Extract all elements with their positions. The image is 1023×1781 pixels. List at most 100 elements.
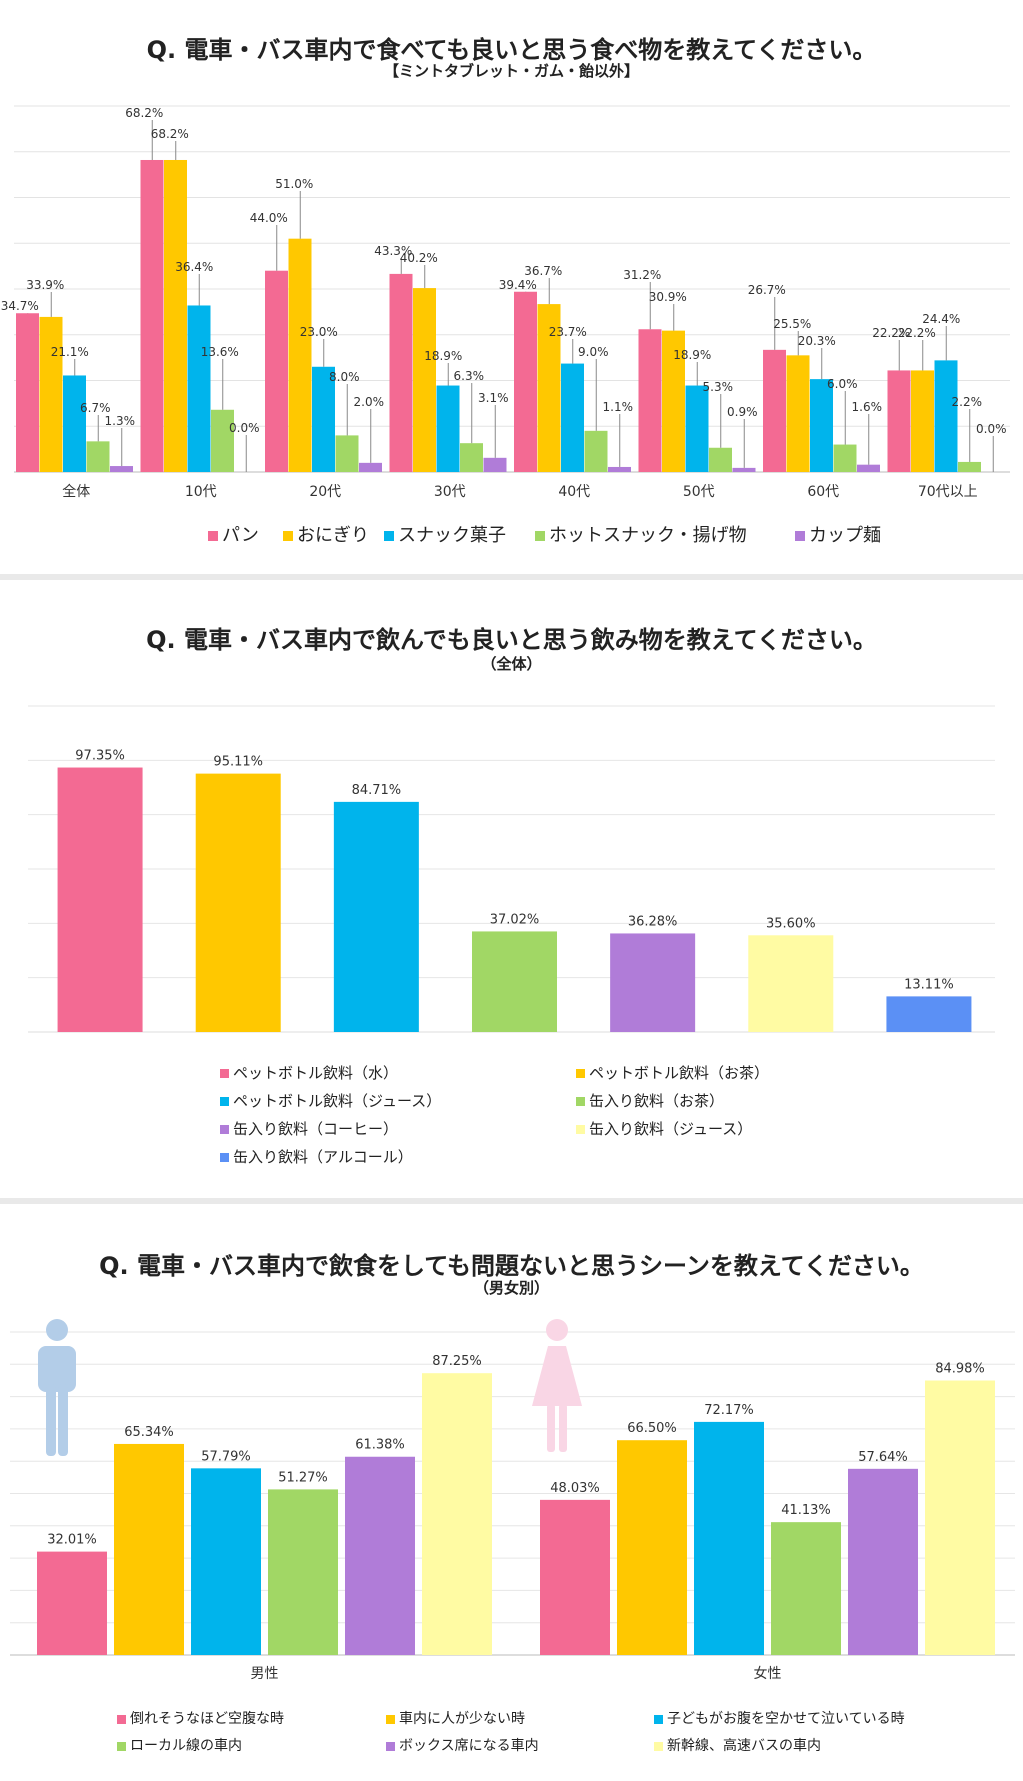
legend-swatch — [220, 1069, 229, 1078]
legend-label: ホットスナック・揚げ物 — [549, 525, 747, 546]
legend-item: ホットスナック・揚げ物 — [535, 521, 747, 547]
bar — [608, 466, 631, 472]
legend-swatch — [220, 1125, 229, 1134]
bar — [195, 773, 281, 1032]
data-label: 20.3% — [798, 334, 836, 348]
data-label: 41.13% — [781, 1503, 831, 1518]
bar — [537, 304, 561, 472]
data-label: 5.3% — [703, 380, 734, 394]
bar — [748, 935, 834, 1032]
legend-label: スナック菓子 — [398, 525, 506, 546]
data-label: 23.0% — [300, 325, 338, 339]
drink-chart-title: Q. 電車・バス車内で飲んでも良いと思う飲み物を教えてください。 — [146, 626, 877, 654]
bar — [848, 1468, 918, 1655]
legend-item: カップ麺 — [795, 521, 881, 547]
data-label: 51.0% — [275, 177, 313, 191]
drink-chart-panel: Q. 電車・バス車内で飲んでも良いと思う飲み物を教えてください。 （全体） 97… — [0, 580, 1023, 1198]
bar — [110, 466, 133, 472]
bar — [540, 1499, 610, 1655]
male-icon-head — [46, 1319, 68, 1341]
legend-label: 車内に人が少ない時 — [399, 1711, 525, 1727]
legend-swatch — [795, 531, 805, 541]
bar — [610, 933, 696, 1032]
legend-item: 缶入り飲料（ジュース） — [576, 1118, 752, 1139]
data-label: 9.0% — [578, 345, 609, 359]
scene-bar-chart: 32.01% 65.34% 57.79% 51.27% 61.38% 87.25% 男性 48… — [10, 1319, 1015, 1682]
x-tick-label: 男性 — [251, 1666, 279, 1682]
data-label: 68.2% — [151, 127, 189, 141]
x-tick-label: 20代 — [309, 484, 341, 500]
legend-swatch — [386, 1741, 395, 1751]
bar — [265, 270, 288, 472]
legend-item: 新幹線、高速バスの車内 — [654, 1735, 821, 1755]
legend-item: ペットボトル飲料（ジュース） — [220, 1090, 441, 1111]
legend-item: スナック菓子 — [384, 521, 506, 547]
x-tick-label: 全体 — [62, 483, 90, 500]
bar — [833, 444, 857, 472]
x-tick-label: 10代 — [185, 484, 217, 500]
bar — [685, 385, 709, 472]
data-label: 2.0% — [354, 395, 385, 409]
legend-label: カップ麺 — [809, 525, 881, 546]
legend-label: 缶入り飲料（アルコール） — [233, 1148, 413, 1166]
data-label: 68.2% — [125, 106, 163, 120]
x-tick-label: 70代以上 — [918, 484, 978, 500]
bar — [810, 379, 833, 472]
data-label: 72.17% — [704, 1403, 754, 1418]
drink-bar-chart: 97.35% 95.11% 84.71% 37.02% 36.28% 35.60% 13.1… — [28, 705, 995, 1033]
legend-swatch — [576, 1125, 585, 1134]
bar — [958, 461, 981, 472]
legend-label: ペットボトル飲料（水） — [233, 1064, 399, 1082]
data-label: 6.0% — [827, 377, 858, 391]
data-label: 57.64% — [858, 1450, 908, 1465]
data-label: 13.6% — [201, 345, 239, 359]
bar — [268, 1489, 338, 1655]
scene-chart-panel: Q. 電車・バス車内で飲食をしても問題ないと思うシーンを教えてください。 （男女… — [0, 1204, 1023, 1781]
data-label: 0.0% — [976, 422, 1007, 436]
x-tick-label: 30代 — [434, 484, 466, 500]
data-label: 25.5% — [773, 317, 811, 331]
bar — [345, 1456, 415, 1655]
data-label: 84.98% — [935, 1362, 985, 1377]
legend-swatch — [117, 1714, 126, 1724]
bar — [786, 355, 810, 472]
data-label: 84.71% — [352, 783, 402, 798]
data-label: 36.7% — [524, 264, 562, 278]
data-label: 51.27% — [278, 1470, 328, 1485]
bar — [436, 385, 460, 472]
legend-item: 子どもがお腹を空かせて泣いている時 — [654, 1708, 905, 1728]
legend-swatch — [654, 1741, 663, 1751]
legend-item: 倒れそうなほど空腹な時 — [117, 1708, 284, 1728]
bar — [359, 462, 382, 472]
scene-chart-title: Q. 電車・バス車内で飲食をしても問題ないと思うシーンを教えてください。 — [99, 1252, 924, 1280]
data-label: 40.2% — [400, 251, 438, 265]
legend-label: 倒れそうなほど空腹な時 — [130, 1711, 284, 1727]
legend-item: ローカル線の車内 — [117, 1735, 242, 1755]
bar — [191, 1468, 261, 1655]
bar — [187, 305, 211, 472]
female-icon-head — [546, 1319, 568, 1341]
male-icon-body — [38, 1346, 76, 1392]
bar — [389, 273, 413, 472]
food-chart-subtitle: 【ミントタブレット・ガム・飴以外】 — [383, 62, 639, 80]
bar — [413, 288, 436, 472]
data-label: 24.4% — [922, 312, 960, 326]
bar — [86, 441, 110, 472]
legend-item: 缶入り飲料（コーヒー） — [220, 1118, 398, 1139]
data-label: 13.11% — [904, 977, 954, 992]
data-label: 1.3% — [105, 414, 136, 428]
bar — [335, 435, 359, 472]
legend-label: おにぎり — [297, 525, 369, 546]
data-label: 8.0% — [329, 370, 360, 384]
data-label: 6.7% — [80, 401, 111, 415]
bar — [886, 996, 972, 1032]
female-icon-leg — [547, 1404, 555, 1452]
data-label: 44.0% — [250, 211, 288, 225]
legend-swatch — [535, 531, 545, 541]
bar — [732, 467, 756, 472]
data-label: 36.28% — [628, 914, 678, 929]
legend-label: 新幹線、高速バスの車内 — [667, 1738, 821, 1754]
data-label: 39.4% — [499, 278, 537, 292]
female-icon — [532, 1319, 582, 1452]
legend-swatch — [576, 1097, 585, 1106]
